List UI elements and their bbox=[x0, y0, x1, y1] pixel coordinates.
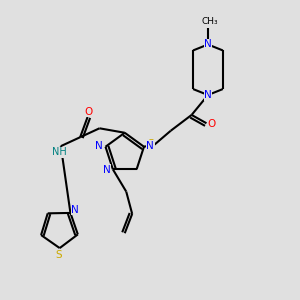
Text: N: N bbox=[146, 140, 154, 151]
Text: N: N bbox=[71, 205, 79, 215]
Text: NH: NH bbox=[52, 147, 67, 157]
Text: S: S bbox=[148, 140, 154, 149]
Text: S: S bbox=[55, 250, 62, 260]
Text: N: N bbox=[103, 165, 110, 175]
Text: O: O bbox=[208, 119, 216, 129]
Text: N: N bbox=[204, 40, 212, 50]
Text: N: N bbox=[95, 141, 103, 151]
Text: O: O bbox=[85, 107, 93, 117]
Text: CH₃: CH₃ bbox=[201, 17, 218, 26]
Text: N: N bbox=[204, 90, 212, 100]
